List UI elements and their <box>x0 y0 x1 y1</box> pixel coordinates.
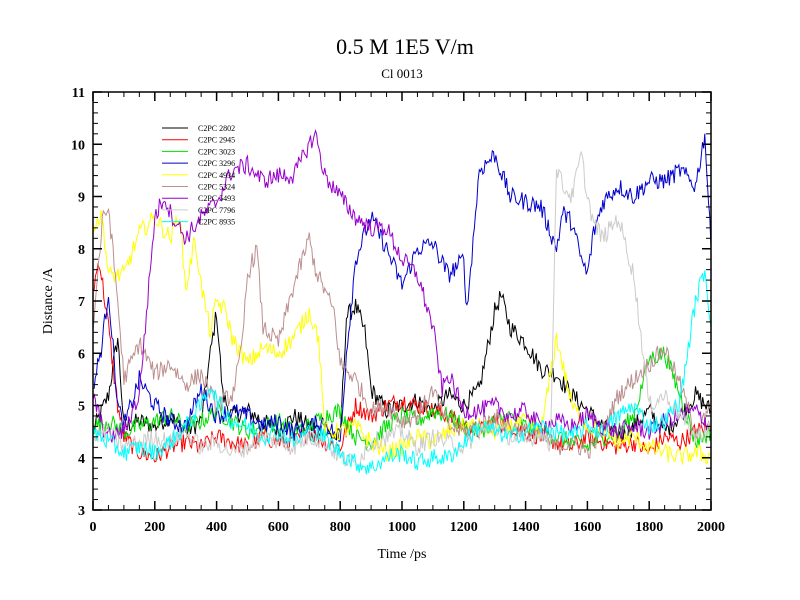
series-line-c2pc-4934 <box>92 210 712 465</box>
x-tick-label: 1800 <box>635 520 663 535</box>
legend-label: C2PC 4934 <box>198 171 235 180</box>
legend-label: C2PC 5324 <box>198 183 235 192</box>
series-line-c2pc-2945 <box>92 262 712 463</box>
x-tick-label: 600 <box>268 520 289 535</box>
x-tick-label: 1400 <box>512 520 540 535</box>
legend-label: C2PC 5493 <box>198 194 235 203</box>
series-layer <box>92 129 712 475</box>
x-tick-label: 400 <box>206 520 227 535</box>
legend-label: C2PC 2802 <box>198 124 235 133</box>
chart-title: 0.5 M 1E5 V/m <box>336 34 474 59</box>
y-tick-label: 10 <box>71 138 85 153</box>
axis-layer: 0 200 400 600 800 1000 1200 1400 1600 1800 2000 3 4 5… <box>71 86 725 535</box>
y-tick-label: 6 <box>78 347 85 362</box>
x-tick-label: 1200 <box>450 520 478 535</box>
x-tick-label: 200 <box>144 520 165 535</box>
legend-label: C2PC 8935 <box>198 218 235 227</box>
x-axis-label: Time /ps <box>378 547 427 562</box>
legend-label: C2PC 7796 <box>198 206 235 215</box>
x-tick-label: 1000 <box>388 520 416 535</box>
legend-label: C2PC 2945 <box>198 136 235 145</box>
y-tick-label: 3 <box>78 504 85 519</box>
y-tick-label: 9 <box>78 191 85 206</box>
chart-subtitle: Cl 0013 <box>381 66 423 81</box>
x-tick-label: 800 <box>330 520 351 535</box>
legend-label: C2PC 3023 <box>198 147 235 156</box>
legend: C2PC 2802 C2PC 2945 C2PC 3023 C2PC 3296 C2PC… <box>162 124 235 227</box>
series-line-c2pc-8935 <box>92 270 712 475</box>
legend-label: C2PC 3296 <box>198 159 235 168</box>
y-tick-label: 5 <box>78 400 85 415</box>
y-tick-label: 4 <box>78 452 85 467</box>
y-tick-label: 8 <box>78 243 85 258</box>
x-tick-label: 1600 <box>573 520 601 535</box>
x-tick-label: 0 <box>90 520 97 535</box>
series-line-c2pc-7796 <box>92 150 712 469</box>
y-axis-label: Distance /A <box>41 267 56 334</box>
y-tick-label: 7 <box>78 295 85 310</box>
y-tick-label: 11 <box>72 86 85 101</box>
x-tick-label: 2000 <box>697 520 725 535</box>
